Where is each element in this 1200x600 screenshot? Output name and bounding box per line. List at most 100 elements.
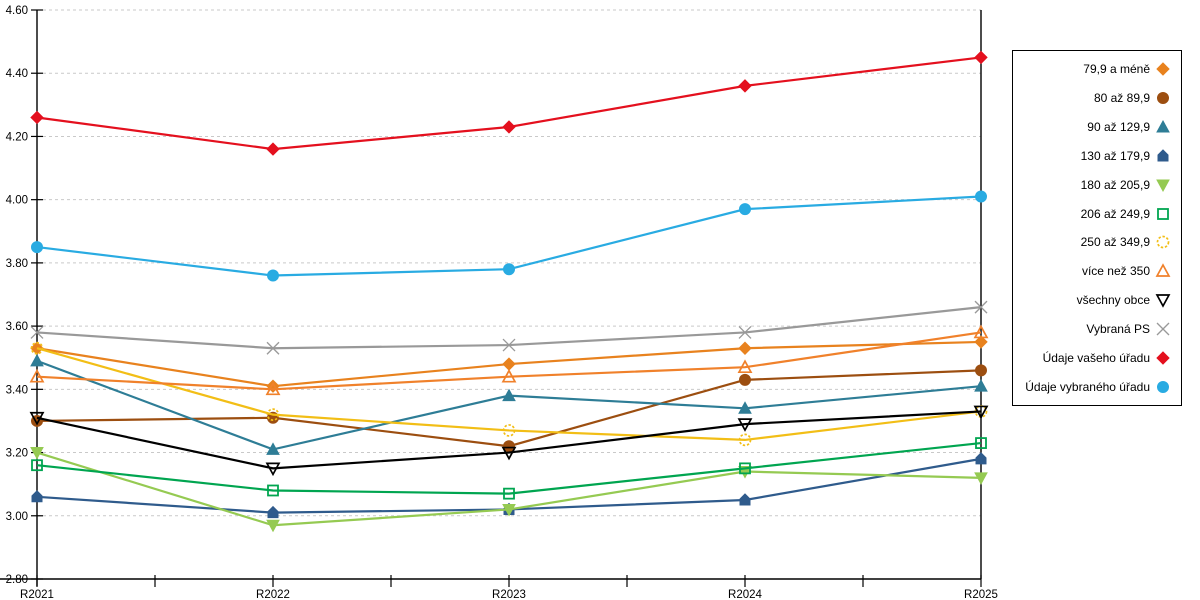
triangle-up-icon [1156,120,1170,133]
series-line [36,56,982,151]
circle-icon [1157,380,1169,393]
diamond-icon [974,50,988,65]
triangle-up-icon [973,324,989,339]
legend-item-label: 206 až 249,9 [1080,206,1150,221]
triangle-down-icon [30,447,44,460]
x-tick-label: R2024 [728,589,762,600]
triangle-down-icon [974,472,988,485]
triangle-up-icon [974,379,988,392]
triangle-down-icon [1155,294,1171,308]
diamond-icon [266,142,280,156]
x-tick-label: R2021 [20,589,54,600]
series-line [36,306,982,350]
legend-item-label: Údaje vybraného úřadu [1025,379,1150,394]
y-tick-label: 4.60 [6,5,28,17]
x-cross-icon [738,325,752,339]
triangle-down-icon [973,405,989,420]
legend-item-label: všechny obce [1076,293,1150,308]
circle-icon [975,364,987,377]
legend-marker [1157,207,1169,220]
legend-item: 80 až 89,9 [1013,86,1181,110]
square-icon [503,487,515,500]
circle-dashed-icon [266,408,280,421]
legend-item-label: 80 až 89,9 [1093,91,1150,106]
plot-area: 2.80 3.00 3.20 3.40 3.60 3.80 4.00 4.20 4.40 4.60… [0,5,998,600]
triangle-down-icon [737,418,753,432]
legend-item: 180 až 205,9 [1013,173,1181,197]
legend-item: Vybraná PS [1013,317,1181,341]
circle-icon [503,263,515,276]
legend-item: Údaje vybraného úřadu [1013,375,1181,399]
y-tick-label: 3.00 [6,511,28,523]
series-line [36,347,982,442]
diamond-icon [738,79,752,93]
triangle-up-icon [738,401,752,414]
legend-item: Údaje vašeho úřadu [1013,346,1181,370]
y-tick-label: 3.20 [6,448,28,460]
series-3 [30,353,988,455]
series-6 [31,437,987,500]
y-tick-label: 3.80 [6,258,28,270]
legend-marker [1155,294,1171,308]
x-cross-icon [266,341,280,355]
x-tick-label: R2023 [492,589,526,600]
y-tick-label: 4.40 [6,68,28,80]
series-9 [29,405,989,477]
legend-marker [1155,263,1171,278]
diamond-icon [738,341,752,355]
circle-icon [1157,92,1169,105]
legend-item-label: 90 až 129,9 [1087,120,1150,135]
diamond-icon [1156,350,1170,365]
legend-item-label: 250 až 349,9 [1080,235,1150,250]
series-11 [30,50,988,156]
series-8 [29,324,989,396]
series-line [36,331,982,391]
triangle-down-icon [1156,179,1170,192]
series-12 [31,190,987,282]
legend-marker [1156,236,1170,249]
legend-item: více než 350 [1013,259,1181,283]
circle-dashed-icon [1156,236,1170,249]
triangle-down-icon [29,411,45,426]
diamond-icon [30,110,44,125]
x-cross-icon [1156,322,1170,336]
triangle-down-icon [501,446,517,461]
x-cross-icon [502,338,516,352]
circle-dashed-icon [502,424,516,437]
x-cross-icon [974,300,988,314]
legend-item-label: více než 350 [1081,264,1150,279]
x-tick-label: R2022 [256,589,290,600]
series-line [36,441,982,495]
triangle-up-icon [265,381,281,396]
series-line [36,410,982,470]
legend-item-label: Vybraná PS [1086,321,1150,336]
x-cross-icon [30,325,44,339]
triangle-up-icon [266,442,280,455]
legend-marker [1156,350,1170,365]
circle-icon [975,190,987,203]
pentagon-icon [975,452,987,465]
legend-item: 130 až 179,9 [1013,144,1181,168]
legend-marker [1156,322,1170,336]
series-10 [30,300,988,355]
triangle-up-icon [737,359,753,374]
legend-item: 90 až 129,9 [1013,115,1181,139]
triangle-up-icon [1155,263,1171,278]
y-tick-label: 3.40 [6,384,28,396]
square-icon [31,459,43,472]
y-tick-label: 3.60 [6,321,28,333]
legend-marker [1156,120,1170,133]
x-tick-label: R2025 [964,589,998,600]
y-tick-label: 4.00 [6,195,28,207]
pentagon-icon [739,493,751,506]
diamond-icon [1156,62,1170,77]
series-2 [31,364,987,453]
circle-icon [31,241,43,254]
triangle-up-icon [501,368,517,383]
triangle-up-icon [30,353,44,367]
circle-dashed-icon [30,341,44,355]
square-icon [739,462,751,475]
pentagon-icon [267,505,279,519]
square-icon [1157,207,1169,220]
